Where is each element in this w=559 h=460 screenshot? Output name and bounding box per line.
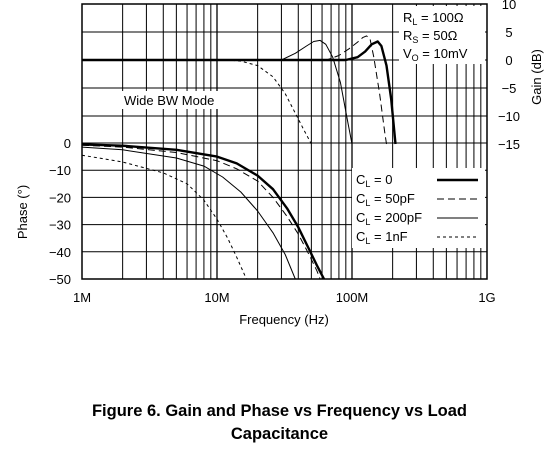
gain-curve-dash	[82, 35, 387, 145]
legend-entry-label: CL = 200pF	[356, 210, 422, 227]
x-tick-label: 100M	[336, 290, 369, 305]
legend: CL = 0 CL = 50pF CL = 200pF CL = 1nF	[356, 172, 478, 246]
condition-label: VO = 10mV	[403, 46, 468, 63]
gain-tick-label: −15	[498, 137, 520, 152]
phase-tick-label: −20	[49, 190, 71, 205]
gain-tick-label: −10	[498, 109, 520, 124]
gain-axis-label: Gain (dB)	[529, 49, 544, 105]
phase-curve-thin	[81, 146, 296, 280]
x-tick-label: 1M	[73, 290, 91, 305]
data-curves	[81, 35, 397, 280]
gain-tick-label: 0	[505, 53, 512, 68]
conditions-box	[399, 6, 485, 64]
condition-label: RL = 100Ω	[403, 10, 464, 27]
gain-tick-label: −5	[502, 81, 517, 96]
phase-curve-shortdash	[81, 154, 247, 280]
mode-label-box	[120, 91, 230, 109]
x-axis-label: Frequency (Hz)	[239, 312, 329, 327]
gain-tick-label: 10	[502, 0, 516, 12]
gain-curve-thin	[82, 39, 353, 145]
mode-label: Wide BW Mode	[124, 93, 214, 108]
x-tick-label: 10M	[204, 290, 229, 305]
gain-tick-labels: 10 5 0 −5 −10 −15	[498, 0, 520, 152]
phase-tick-label: 0	[64, 136, 71, 151]
phase-curve-dash	[81, 144, 321, 280]
gain-curve-shortdash	[82, 59, 312, 145]
phase-tick-labels: 0 −10 −20 −30 −40 −50	[49, 136, 71, 287]
plot-frame	[81, 3, 488, 280]
legend-entry-label: CL = 0	[356, 172, 392, 189]
phase-tick-label: −30	[49, 218, 71, 233]
phase-tick-label: −40	[49, 245, 71, 260]
gain-tick-label: 5	[505, 25, 512, 40]
x-tick-labels: 1M 10M 100M 1G	[73, 290, 496, 305]
figure-caption-line-1: Figure 6. Gain and Phase vs Frequency vs…	[91, 402, 468, 420]
phase-tick-label: −10	[49, 163, 71, 178]
legend-box	[352, 168, 485, 248]
legend-entry-label: CL = 50pF	[356, 191, 415, 208]
condition-label: RS = 50Ω	[403, 28, 458, 45]
phase-tick-label: −50	[49, 272, 71, 287]
x-tick-label: 1G	[478, 290, 495, 305]
gain-curve-thick	[82, 40, 397, 145]
phase-curve-thick	[81, 143, 326, 280]
phase-axis-label: Phase (°)	[15, 185, 30, 239]
figure-caption-line-2: Capacitance	[230, 425, 329, 443]
legend-entry-label: CL = 1nF	[356, 229, 408, 246]
